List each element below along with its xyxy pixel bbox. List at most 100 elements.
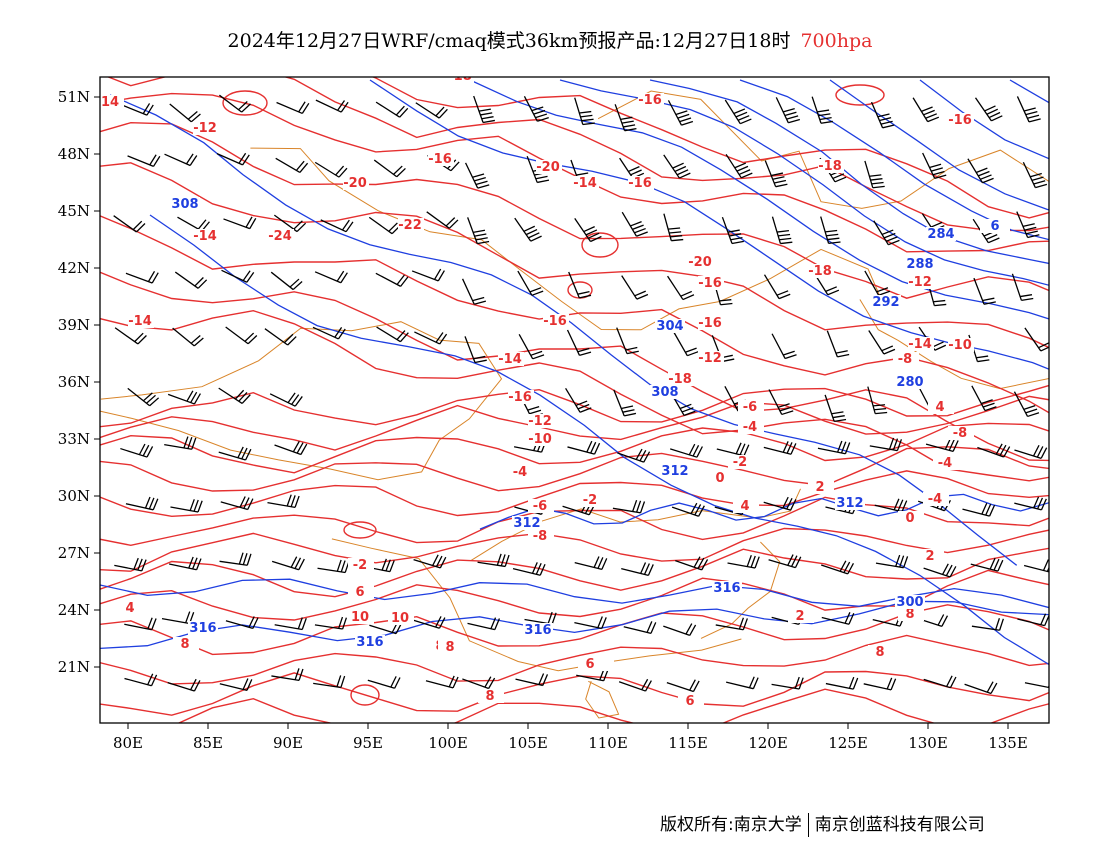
height-label: 304 <box>656 319 683 334</box>
wind-barb <box>313 675 346 689</box>
temperature-label: -8 <box>953 426 967 441</box>
temperature-contour <box>177 688 1049 723</box>
wind-barb <box>517 270 544 296</box>
wind-barb <box>314 270 348 284</box>
wind-barb <box>477 553 510 568</box>
height-contour <box>739 79 1049 241</box>
temperature-label: 0 <box>715 471 724 486</box>
lon-tick-label: 115E <box>668 734 708 752</box>
temperature-label-bg <box>918 549 944 563</box>
temperature-label-bg <box>928 400 954 414</box>
height-contour <box>109 94 1018 566</box>
temperature-label-bg <box>908 337 934 351</box>
height-label: 280 <box>896 375 923 390</box>
wind-barb <box>727 555 760 569</box>
height-label-bg <box>523 623 553 637</box>
wind-barb <box>315 99 349 113</box>
height-contour <box>559 79 1049 286</box>
wind-barb <box>725 153 753 179</box>
wind-barb <box>1013 391 1040 418</box>
height-labels: 3082842882923043083123123123163163163163… <box>170 197 1010 650</box>
wind-barb <box>826 330 850 358</box>
temperature-label: -4 <box>938 456 952 471</box>
title-main: 2024年12月27日WRF/cmaq模式36km预报产品:12月27日18时 <box>227 30 791 52</box>
wind-barb <box>867 386 888 415</box>
height-label: 300 <box>896 595 923 610</box>
temperature-contour <box>835 84 885 106</box>
wind-barb <box>716 442 750 457</box>
wind-barb <box>721 216 744 245</box>
temperature-label-bg <box>528 499 554 513</box>
wind-barb <box>169 103 201 123</box>
wind-barb <box>218 94 251 113</box>
temperature-label-bg <box>498 352 524 366</box>
temperature-label-bg <box>628 176 654 190</box>
temperature-label-bg <box>818 159 844 173</box>
wind-barb <box>414 331 448 345</box>
temperature-contour <box>100 527 1049 572</box>
temperature-label: 4 <box>935 400 944 415</box>
wind-barb <box>225 326 258 345</box>
temperature-label-bg <box>668 372 694 386</box>
temperature-label-bg <box>808 264 834 278</box>
wind-barb <box>612 499 646 514</box>
wind-barb <box>219 552 252 566</box>
temperature-label: 8 <box>445 640 454 655</box>
temperature-label: -10 <box>948 338 972 353</box>
temperature-label-bg <box>528 529 554 543</box>
temperature-label: 0 <box>905 511 914 526</box>
wind-barb <box>216 152 250 166</box>
temperature-contour <box>100 384 1049 428</box>
temperature-label-bg <box>543 314 569 328</box>
lon-tick-label: 135E <box>988 734 1028 752</box>
temperature-label: -16 <box>543 314 567 329</box>
temperature-label: -18 <box>808 264 832 279</box>
temperature-contour <box>100 470 1049 518</box>
temperature-label: -12 <box>193 121 217 136</box>
temperature-contour <box>100 162 1049 349</box>
wind-barb <box>1024 682 1049 689</box>
wind-barb <box>565 387 592 413</box>
wind-barb <box>567 440 601 455</box>
wind-barb <box>973 277 996 305</box>
wind-barb <box>514 217 542 242</box>
temperature-label-bg <box>933 456 959 470</box>
lat-tick-label: 51N <box>58 88 90 106</box>
wind-barb <box>269 392 303 407</box>
lat-tick-label: 48N <box>58 145 90 163</box>
wind-barb <box>218 446 252 461</box>
temperature-label: -14 <box>128 314 152 329</box>
height-contour <box>149 214 1049 666</box>
wind-barb <box>574 616 607 630</box>
temperature-label: -14 <box>908 337 932 352</box>
temperature-label-bg <box>948 113 974 127</box>
wind-barb <box>127 387 160 407</box>
temperature-label-bg <box>508 465 534 479</box>
temperature-label: 8 <box>180 637 189 652</box>
lon-tick-label: 125E <box>828 734 868 752</box>
temperature-contour <box>343 521 377 539</box>
temperature-label: 4 <box>125 601 134 616</box>
temperature-label-bg <box>738 420 764 434</box>
wind-barb <box>621 211 648 237</box>
temperature-label-bg <box>348 585 374 599</box>
wind-barb <box>568 271 592 299</box>
temperature-label: -6 <box>533 499 547 514</box>
temperature-contour <box>100 215 1049 414</box>
temperature-label: 2 <box>815 480 824 495</box>
temperature-label: -24 <box>268 229 292 244</box>
border-line <box>100 321 503 481</box>
wind-barb <box>1014 444 1048 459</box>
temperature-label: 2 <box>925 549 934 564</box>
height-label: 316 <box>189 621 216 636</box>
wind-barb <box>125 496 159 511</box>
temperature-label-bg <box>173 637 199 651</box>
wind-barb <box>373 159 406 178</box>
wind-barb <box>274 441 308 456</box>
lon-tick-label: 130E <box>908 734 948 752</box>
temperature-label: 6 <box>685 694 694 709</box>
wind-barb <box>763 441 797 455</box>
height-label: 316 <box>356 635 383 650</box>
height-label: 316 <box>713 581 740 596</box>
temperature-label-bg <box>118 601 144 615</box>
